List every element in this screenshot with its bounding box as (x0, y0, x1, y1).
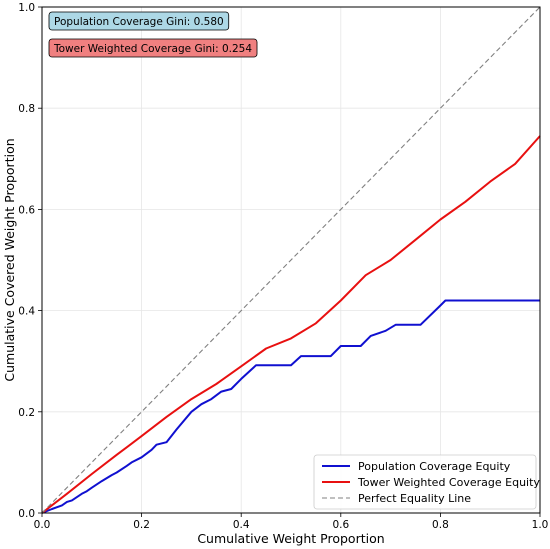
legend-entry: Perfect Equality Line (358, 492, 471, 505)
gini-annotation: Population Coverage Gini: 0.580 (48, 11, 230, 31)
x-axis-label: Cumulative Weight Proportion (197, 531, 384, 546)
x-tick-label: 0.0 (34, 519, 51, 531)
legend-entry: Population Coverage Equity (358, 460, 511, 473)
series-lines (41, 6, 541, 514)
legend-box (313, 454, 537, 510)
legend-entry: Tower Weighted Coverage Equity (357, 476, 540, 489)
gini-annotations: Population Coverage Gini: 0.580 Tower Wei… (48, 11, 258, 58)
y-tick-label: 0.6 (18, 204, 35, 216)
annotation-box (48, 11, 230, 31)
legend: Population Coverage Equity Tower Weighted… (313, 454, 540, 510)
y-tick-label: 0.4 (18, 306, 35, 318)
x-tick-label: 0.8 (432, 519, 449, 531)
annotation-text: Population Coverage Gini: 0.580 (54, 16, 224, 28)
axis-ticks: 0.0 0.2 0.4 0.6 0.8 1.0 0.0 0.2 0.4 0.6 0.8 1.0 (18, 2, 548, 531)
y-axis-label: Cumulative Covered Weight Proportion (2, 138, 17, 381)
perfect-equality-line-line (41, 6, 541, 514)
y-tick-label: 0.2 (18, 407, 35, 419)
x-tick-label: 1.0 (532, 519, 549, 531)
tower-weighted-coverage-equity-line (41, 135, 541, 514)
annotation-box (48, 38, 258, 58)
gini-annotation: Tower Weighted Coverage Gini: 0.254 (48, 38, 258, 58)
plot-frame (41, 6, 541, 514)
annotation-text: Tower Weighted Coverage Gini: 0.254 (53, 43, 252, 55)
y-tick-label: 0.0 (18, 508, 35, 520)
x-tick-label: 0.4 (233, 519, 250, 531)
x-tick-label: 0.2 (133, 519, 150, 531)
population-coverage-equity-line (41, 299, 540, 514)
y-tick-label: 0.8 (18, 103, 35, 115)
y-tick-label: 1.0 (18, 2, 35, 14)
x-tick-label: 0.6 (332, 519, 349, 531)
